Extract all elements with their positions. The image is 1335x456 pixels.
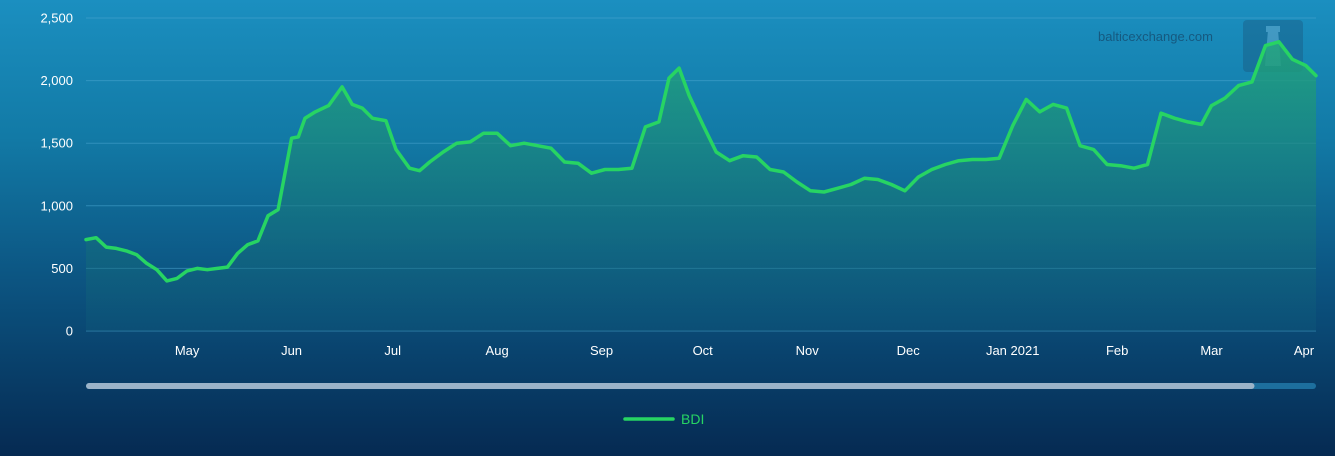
y-tick-label: 1,000: [40, 198, 73, 213]
y-axis-tick-labels: 0 500 1,000 1,500 2,000 2,500: [40, 11, 73, 339]
y-tick-label: 2,000: [40, 73, 73, 88]
x-tick-label: Dec: [897, 343, 921, 358]
x-tick-label: Nov: [796, 343, 820, 358]
legend-bdi-label[interactable]: BDI: [681, 411, 704, 427]
y-tick-label: 0: [66, 324, 73, 339]
y-tick-label: 2,500: [40, 11, 73, 26]
bdi-series-line: [84, 40, 1318, 283]
bdi-area-fill: [86, 41, 1316, 332]
legend[interactable]: BDI: [623, 411, 704, 427]
x-tick-label: Jan 2021: [986, 343, 1040, 358]
navigator-scrollbar[interactable]: [86, 383, 1316, 389]
x-tick-label: Sep: [590, 343, 613, 358]
x-tick-label: Feb: [1106, 343, 1128, 358]
x-tick-label: May: [175, 343, 200, 358]
scrollbar-thumb[interactable]: [86, 383, 1255, 389]
watermark-text: balticexchange.com: [1098, 29, 1213, 44]
x-tick-label: Jul: [384, 343, 401, 358]
x-axis-tick-labels: May Jun Jul Aug Sep Oct Nov Dec Jan 2021 Feb Mar Ap…: [175, 343, 1315, 358]
x-tick-label: Jun: [281, 343, 302, 358]
x-tick-label: Oct: [693, 343, 714, 358]
y-tick-label: 1,500: [40, 136, 73, 151]
x-tick-label: Mar: [1200, 343, 1223, 358]
x-tick-label: Aug: [486, 343, 509, 358]
x-tick-label: Apr: [1294, 343, 1315, 358]
y-tick-label: 500: [51, 261, 73, 276]
lighthouse-lamp-icon: [1266, 26, 1280, 32]
